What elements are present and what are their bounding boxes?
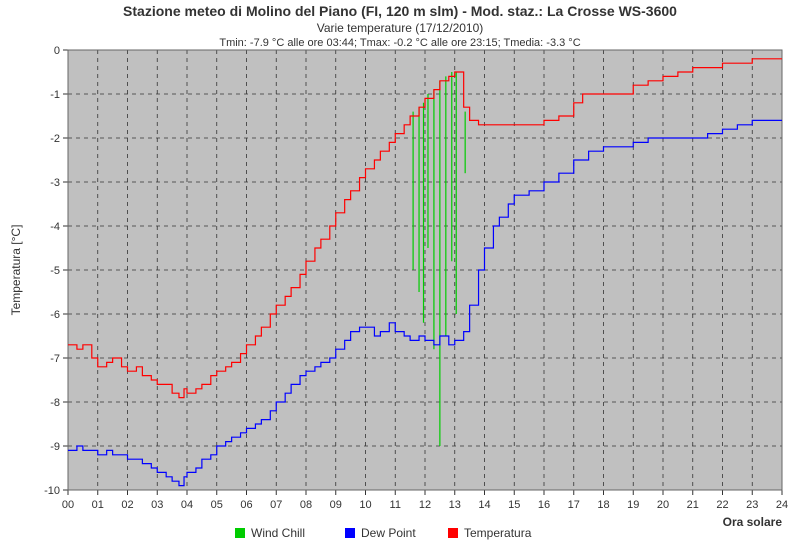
chart-title: Stazione meteo di Molino del Piano (FI, …	[123, 3, 677, 19]
x-tick-label: 16	[538, 499, 550, 511]
x-tick-label: 24	[776, 499, 788, 511]
y-tick-label: -3	[50, 177, 60, 189]
y-tick-label: -8	[50, 397, 60, 409]
x-tick-label: 05	[211, 499, 223, 511]
y-tick-label: 0	[54, 45, 60, 57]
legend-swatch	[448, 528, 458, 538]
chart-subtitle: Varie temperature (17/12/2010)	[317, 21, 484, 35]
x-axis-label: Ora solare	[723, 515, 783, 529]
x-tick-label: 11	[390, 499, 401, 511]
legend-label: Temperatura	[464, 526, 532, 540]
y-tick-label: -4	[50, 221, 60, 233]
x-tick-label: 03	[151, 499, 163, 511]
x-tick-label: 18	[597, 499, 609, 511]
x-tick-label: 21	[687, 499, 699, 511]
y-tick-label: -7	[50, 353, 60, 365]
legend-label: Wind Chill	[251, 526, 305, 540]
y-tick-label: -9	[50, 441, 60, 453]
x-tick-label: 01	[92, 499, 104, 511]
y-tick-label: -5	[50, 265, 60, 277]
x-tick-label: 19	[627, 499, 639, 511]
x-tick-label: 02	[121, 499, 133, 511]
x-tick-label: 07	[270, 499, 282, 511]
y-tick-label: -6	[50, 309, 60, 321]
chart-container: -10-9-8-7-6-5-4-3-2-10000102030405060708…	[0, 0, 800, 550]
x-tick-label: 13	[449, 499, 461, 511]
legend-swatch	[345, 528, 355, 538]
y-tick-label: -10	[44, 485, 60, 497]
x-tick-label: 15	[508, 499, 520, 511]
x-tick-label: 10	[359, 499, 371, 511]
x-tick-label: 17	[568, 499, 580, 511]
chart-stats: Tmin: -7.9 °C alle ore 03:44; Tmax: -0.2…	[219, 37, 580, 49]
y-tick-label: -2	[50, 133, 60, 145]
y-tick-label: -1	[50, 89, 60, 101]
legend-swatch	[235, 528, 245, 538]
x-tick-label: 06	[240, 499, 252, 511]
x-tick-label: 23	[746, 499, 758, 511]
x-tick-label: 12	[419, 499, 431, 511]
x-tick-label: 09	[330, 499, 342, 511]
x-tick-label: 00	[62, 499, 74, 511]
x-tick-label: 22	[716, 499, 728, 511]
x-tick-label: 04	[181, 499, 193, 511]
x-tick-label: 08	[300, 499, 312, 511]
legend-label: Dew Point	[361, 526, 416, 540]
x-tick-label: 14	[478, 499, 490, 511]
x-tick-label: 20	[657, 499, 669, 511]
y-axis-label: Temperatura [°C]	[9, 225, 23, 316]
temperature-chart: -10-9-8-7-6-5-4-3-2-10000102030405060708…	[0, 0, 800, 550]
